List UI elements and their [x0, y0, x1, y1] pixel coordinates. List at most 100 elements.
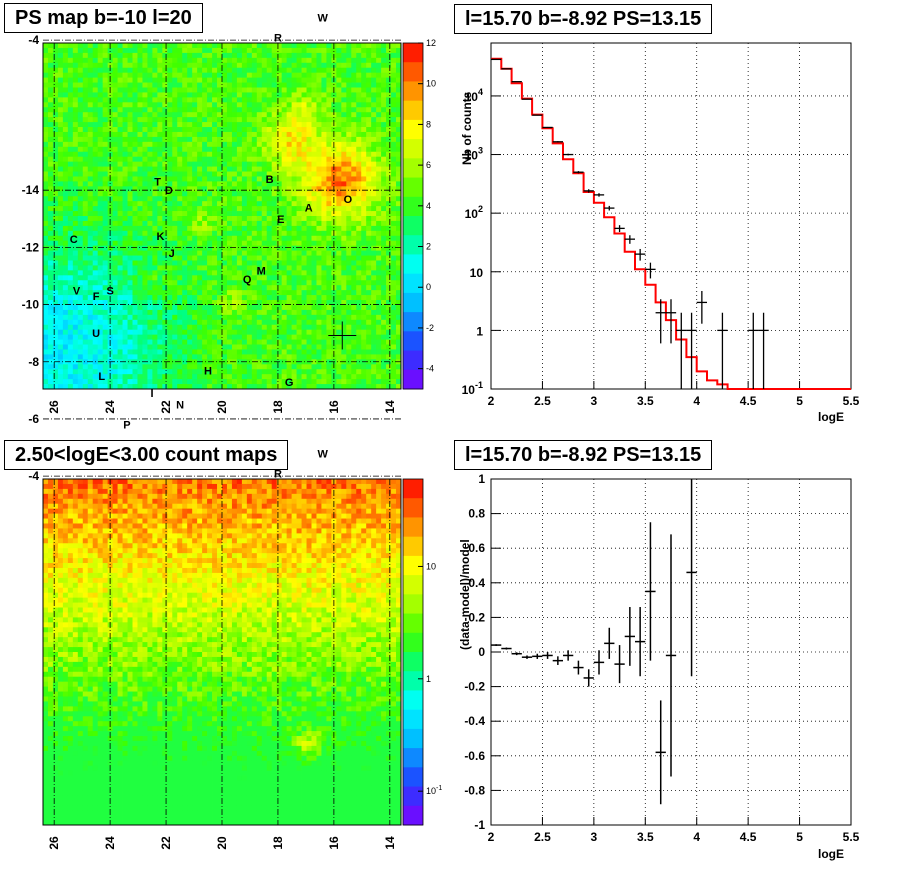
residuals-ytick-label: 0.2 — [468, 610, 485, 624]
psmap-xtick-label: 26 — [47, 400, 61, 414]
residuals-ytick-label: -0.6 — [464, 749, 485, 763]
spectrum-xtick-label: 5 — [796, 394, 803, 408]
psmap-xtick-label: 16 — [327, 400, 341, 414]
psmap-colorbar-label: 8 — [426, 119, 431, 129]
psmap-colorbar-cell — [403, 100, 423, 121]
countmap-ytick-label: -14 — [22, 183, 40, 197]
countmap-xtick-label: 22 — [159, 836, 173, 850]
spectrum-xtick-label: 4.5 — [740, 394, 757, 408]
countmap-source-label: G — [285, 377, 294, 389]
countmap-colorbar-cell — [403, 728, 423, 749]
countmap-colorbar-label: 10-1 — [426, 785, 442, 796]
countmap-source-label: O — [344, 194, 353, 206]
countmap-source-label: B — [266, 174, 274, 186]
countmap-source-label: E — [277, 214, 284, 226]
countmap-colorbar-cell — [403, 671, 423, 691]
psmap-xtick-label: 20 — [215, 400, 229, 414]
psmap-colorbar-cell — [403, 312, 423, 332]
residuals-xtick-label: 4.5 — [740, 830, 757, 844]
spectrum-xtick-label: 2 — [488, 394, 495, 408]
spectrum-xlabel: logE — [818, 410, 844, 424]
spectrum-ytick-label: 10-1 — [462, 380, 483, 397]
countmap-source-label: C — [70, 234, 78, 246]
residuals-xtick-label: 5 — [796, 830, 803, 844]
psmap-source-label: W — [317, 12, 328, 24]
psmap-colorbar-cell — [403, 62, 423, 82]
residuals-title: l=15.70 b=-8.92 PS=13.15 — [454, 440, 713, 470]
countmap-source-label: K — [156, 231, 164, 243]
countmap-source-label: I — [151, 388, 154, 400]
countmap-source-label: V — [73, 285, 81, 297]
psmap-xtick-label: 14 — [383, 400, 397, 414]
countmap-source-label: F — [93, 291, 100, 303]
countmap-xtick-label: 18 — [271, 836, 285, 850]
psmap-colorbar-label: 4 — [426, 201, 431, 211]
countmap-source-label: R — [274, 468, 282, 480]
psmap-colorbar-label: -4 — [426, 364, 434, 374]
psmap-panel: 26 24 22 20 18 16 14 — [42, 39, 424, 414]
residuals-ytick-label: 0.4 — [468, 576, 485, 590]
residuals-xtick-label: 5.5 — [843, 830, 860, 844]
countmap-colorbar-frame — [402, 478, 424, 826]
spectrum-ytick-label: 10 — [470, 266, 484, 280]
residuals-ytick-label: 0.8 — [468, 507, 485, 521]
residuals-xlabel: logE — [818, 847, 844, 861]
residuals-ylabel: (data-model)/model — [458, 539, 472, 650]
psmap-colorbar-cell — [403, 43, 423, 63]
countmap-source-label: U — [92, 328, 100, 340]
residuals-xtick-label: 3 — [591, 830, 598, 844]
psmap-colorbar-label: -2 — [426, 323, 434, 333]
countmap-source-label: W — [317, 448, 328, 460]
residuals-ytick-label: -1 — [474, 818, 485, 832]
countmap-colorbar-cell — [403, 498, 423, 518]
countmap-source-label: M — [257, 265, 266, 277]
psmap-colorbar-cell — [403, 331, 423, 352]
countmap-colorbar-cell — [403, 652, 423, 672]
countmap-source-label: H — [204, 365, 212, 377]
residuals-ytick-label: -0.2 — [464, 680, 485, 694]
countmap-source-label: Q — [243, 274, 252, 286]
residuals-xtick-label: 2 — [488, 830, 495, 844]
countmap-source-label: P — [123, 420, 130, 432]
spectrum-xtick-label: 5.5 — [843, 394, 860, 408]
psmap-colorbar-cell — [403, 119, 423, 140]
spectrum-panel — [490, 42, 852, 390]
psmap-colorbar-label: 2 — [426, 242, 431, 252]
psmap-ytick-label: -4 — [28, 33, 39, 47]
countmap-title: 2.50<logE<3.00 count maps — [4, 440, 289, 470]
countmap-ytick-label: -8 — [28, 355, 39, 369]
spectrum-xtick-label: 3 — [591, 394, 598, 408]
psmap-colorbar-cell — [403, 139, 423, 159]
psmap-xtick-label: 24 — [103, 400, 117, 414]
spectrum-ytick-label: 1 — [476, 324, 483, 338]
psmap-colorbar-label: 6 — [426, 160, 431, 170]
psmap-source-label: R — [274, 32, 282, 44]
residuals-ytick-label: 1 — [478, 472, 485, 486]
countmap-source-label: D — [165, 185, 173, 197]
psmap-colorbar-cell — [403, 254, 423, 275]
residuals-ytick-label: 0 — [478, 645, 485, 659]
psmap-colorbar-cell — [403, 292, 423, 313]
psmap-colorbar-label: 12 — [426, 38, 436, 48]
countmap-ytick-label: -12 — [22, 240, 40, 254]
countmap-source-label: N — [176, 400, 184, 412]
residuals-xtick-label: 4 — [693, 830, 700, 844]
countmap-colorbar-cell — [403, 690, 423, 711]
psmap-colorbar-cell — [403, 216, 423, 236]
countmap-xtick-label: 26 — [47, 836, 61, 850]
countmap-source-label: S — [106, 285, 113, 297]
countmap-colorbar-cell — [403, 786, 423, 807]
countmap-xtick-label: 16 — [327, 836, 341, 850]
psmap-xtick-label: 18 — [271, 400, 285, 414]
countmap-xtick-label: 24 — [103, 836, 117, 850]
residuals-panel — [490, 478, 852, 826]
psmap-title: PS map b=-10 l=20 — [4, 3, 203, 33]
spectrum-ytick-label: 102 — [465, 204, 483, 221]
countmap-colorbar-cell — [403, 805, 423, 826]
countmap-colorbar-cell — [403, 479, 423, 499]
spectrum-model-line — [491, 57, 851, 390]
spectrum-xtick-label: 4 — [693, 394, 700, 408]
countmap-colorbar-label: 1 — [426, 674, 431, 684]
psmap-colorbar-cell — [403, 196, 423, 217]
